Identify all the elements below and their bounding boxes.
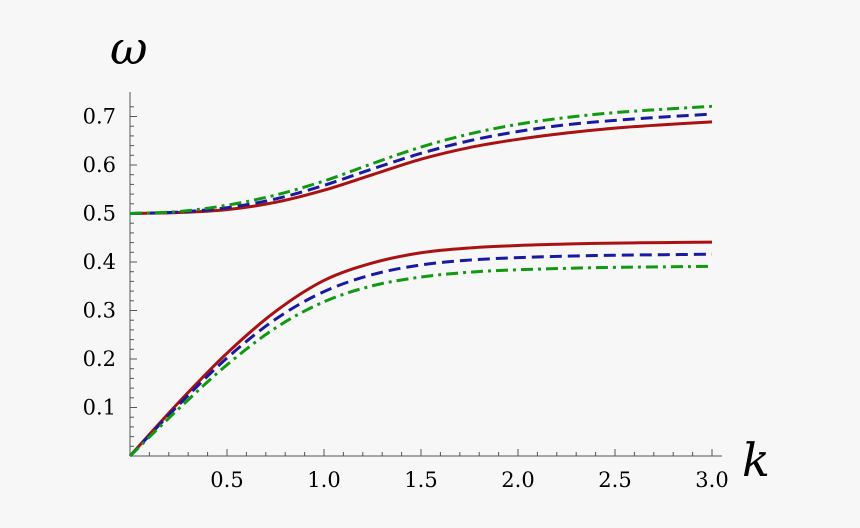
y-tick-label: 0.4 <box>83 250 116 274</box>
y-tick-label: 0.2 <box>83 347 116 371</box>
y-tick-label: 0.3 <box>83 299 116 323</box>
series-line-5 <box>128 252 713 458</box>
x-tick-label: 3.0 <box>695 468 728 492</box>
y-tick-label: 0.7 <box>83 105 116 129</box>
x-tick-label: 1.0 <box>307 468 340 492</box>
y-axis-label: ω <box>110 21 148 75</box>
series-line-6 <box>128 264 713 458</box>
y-tick-label: 0.6 <box>83 153 116 177</box>
y-tick-label: 0.1 <box>83 396 116 420</box>
series-line-4 <box>128 240 713 458</box>
x-axis-label: k <box>742 433 770 487</box>
x-tick-label: 2.5 <box>598 468 631 492</box>
x-tick-label: 2.0 <box>501 468 534 492</box>
series-line-1 <box>129 120 713 215</box>
series-line-3 <box>129 104 713 215</box>
y-tick-label: 0.5 <box>83 202 116 226</box>
x-tick-label: 0.5 <box>210 468 243 492</box>
x-tick-label: 1.5 <box>404 468 437 492</box>
series-line-2 <box>129 112 713 215</box>
